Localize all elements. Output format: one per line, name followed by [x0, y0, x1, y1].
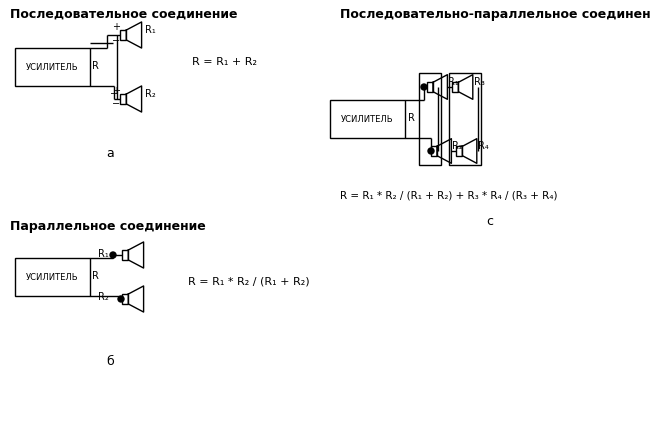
Bar	[456, 146, 462, 156]
Text: R₄: R₄	[478, 141, 489, 151]
Text: R₂: R₂	[98, 292, 109, 302]
Circle shape	[421, 84, 427, 90]
Bar	[431, 146, 437, 156]
Text: +: +	[112, 22, 120, 32]
Text: УСИЛИТЕЛЬ: УСИЛИТЕЛЬ	[26, 63, 79, 71]
Bar	[120, 30, 126, 40]
Text: R: R	[408, 113, 415, 123]
Text: R: R	[92, 61, 99, 71]
Text: R = R₁ * R₂ / (R₁ + R₂): R = R₁ * R₂ / (R₁ + R₂)	[188, 277, 309, 287]
Bar	[15, 258, 90, 296]
Text: Последовательное соединение: Последовательное соединение	[10, 8, 237, 21]
Bar	[419, 73, 441, 165]
Text: R = R₁ + R₂: R = R₁ + R₂	[192, 57, 257, 67]
Text: R₁: R₁	[98, 249, 109, 259]
Bar	[449, 73, 481, 165]
Text: R: R	[92, 271, 99, 281]
Bar	[120, 94, 126, 104]
Text: −: −	[112, 99, 120, 109]
Bar	[122, 250, 128, 260]
Text: c: c	[486, 215, 493, 228]
Text: Параллельное соединение: Параллельное соединение	[10, 220, 206, 233]
Bar	[15, 48, 90, 86]
Circle shape	[110, 252, 116, 258]
Bar	[122, 294, 128, 304]
Text: Последовательно-параллельное соединение: Последовательно-параллельное соединение	[340, 8, 650, 21]
Text: −: −	[110, 89, 118, 99]
Bar	[427, 82, 433, 92]
Circle shape	[118, 296, 124, 302]
Bar	[452, 82, 458, 92]
Text: a: a	[106, 147, 114, 160]
Text: R = R₁ * R₂ / (R₁ + R₂) + R₃ * R₄ / (R₃ + R₄): R = R₁ * R₂ / (R₁ + R₂) + R₃ * R₄ / (R₃ …	[340, 190, 558, 200]
Text: УСИЛИТЕЛЬ: УСИЛИТЕЛЬ	[26, 272, 79, 281]
Text: +: +	[112, 86, 120, 96]
Text: R₂: R₂	[145, 89, 156, 99]
Text: R₁: R₁	[448, 77, 459, 87]
Text: R₂: R₂	[452, 141, 463, 151]
Circle shape	[428, 148, 434, 154]
Text: −: −	[112, 36, 120, 46]
Text: УСИЛИТЕЛЬ: УСИЛИТЕЛЬ	[341, 115, 394, 124]
Text: R₃: R₃	[474, 77, 485, 87]
Text: R₁: R₁	[145, 25, 156, 35]
Bar	[330, 100, 405, 138]
Text: б: б	[106, 355, 114, 368]
